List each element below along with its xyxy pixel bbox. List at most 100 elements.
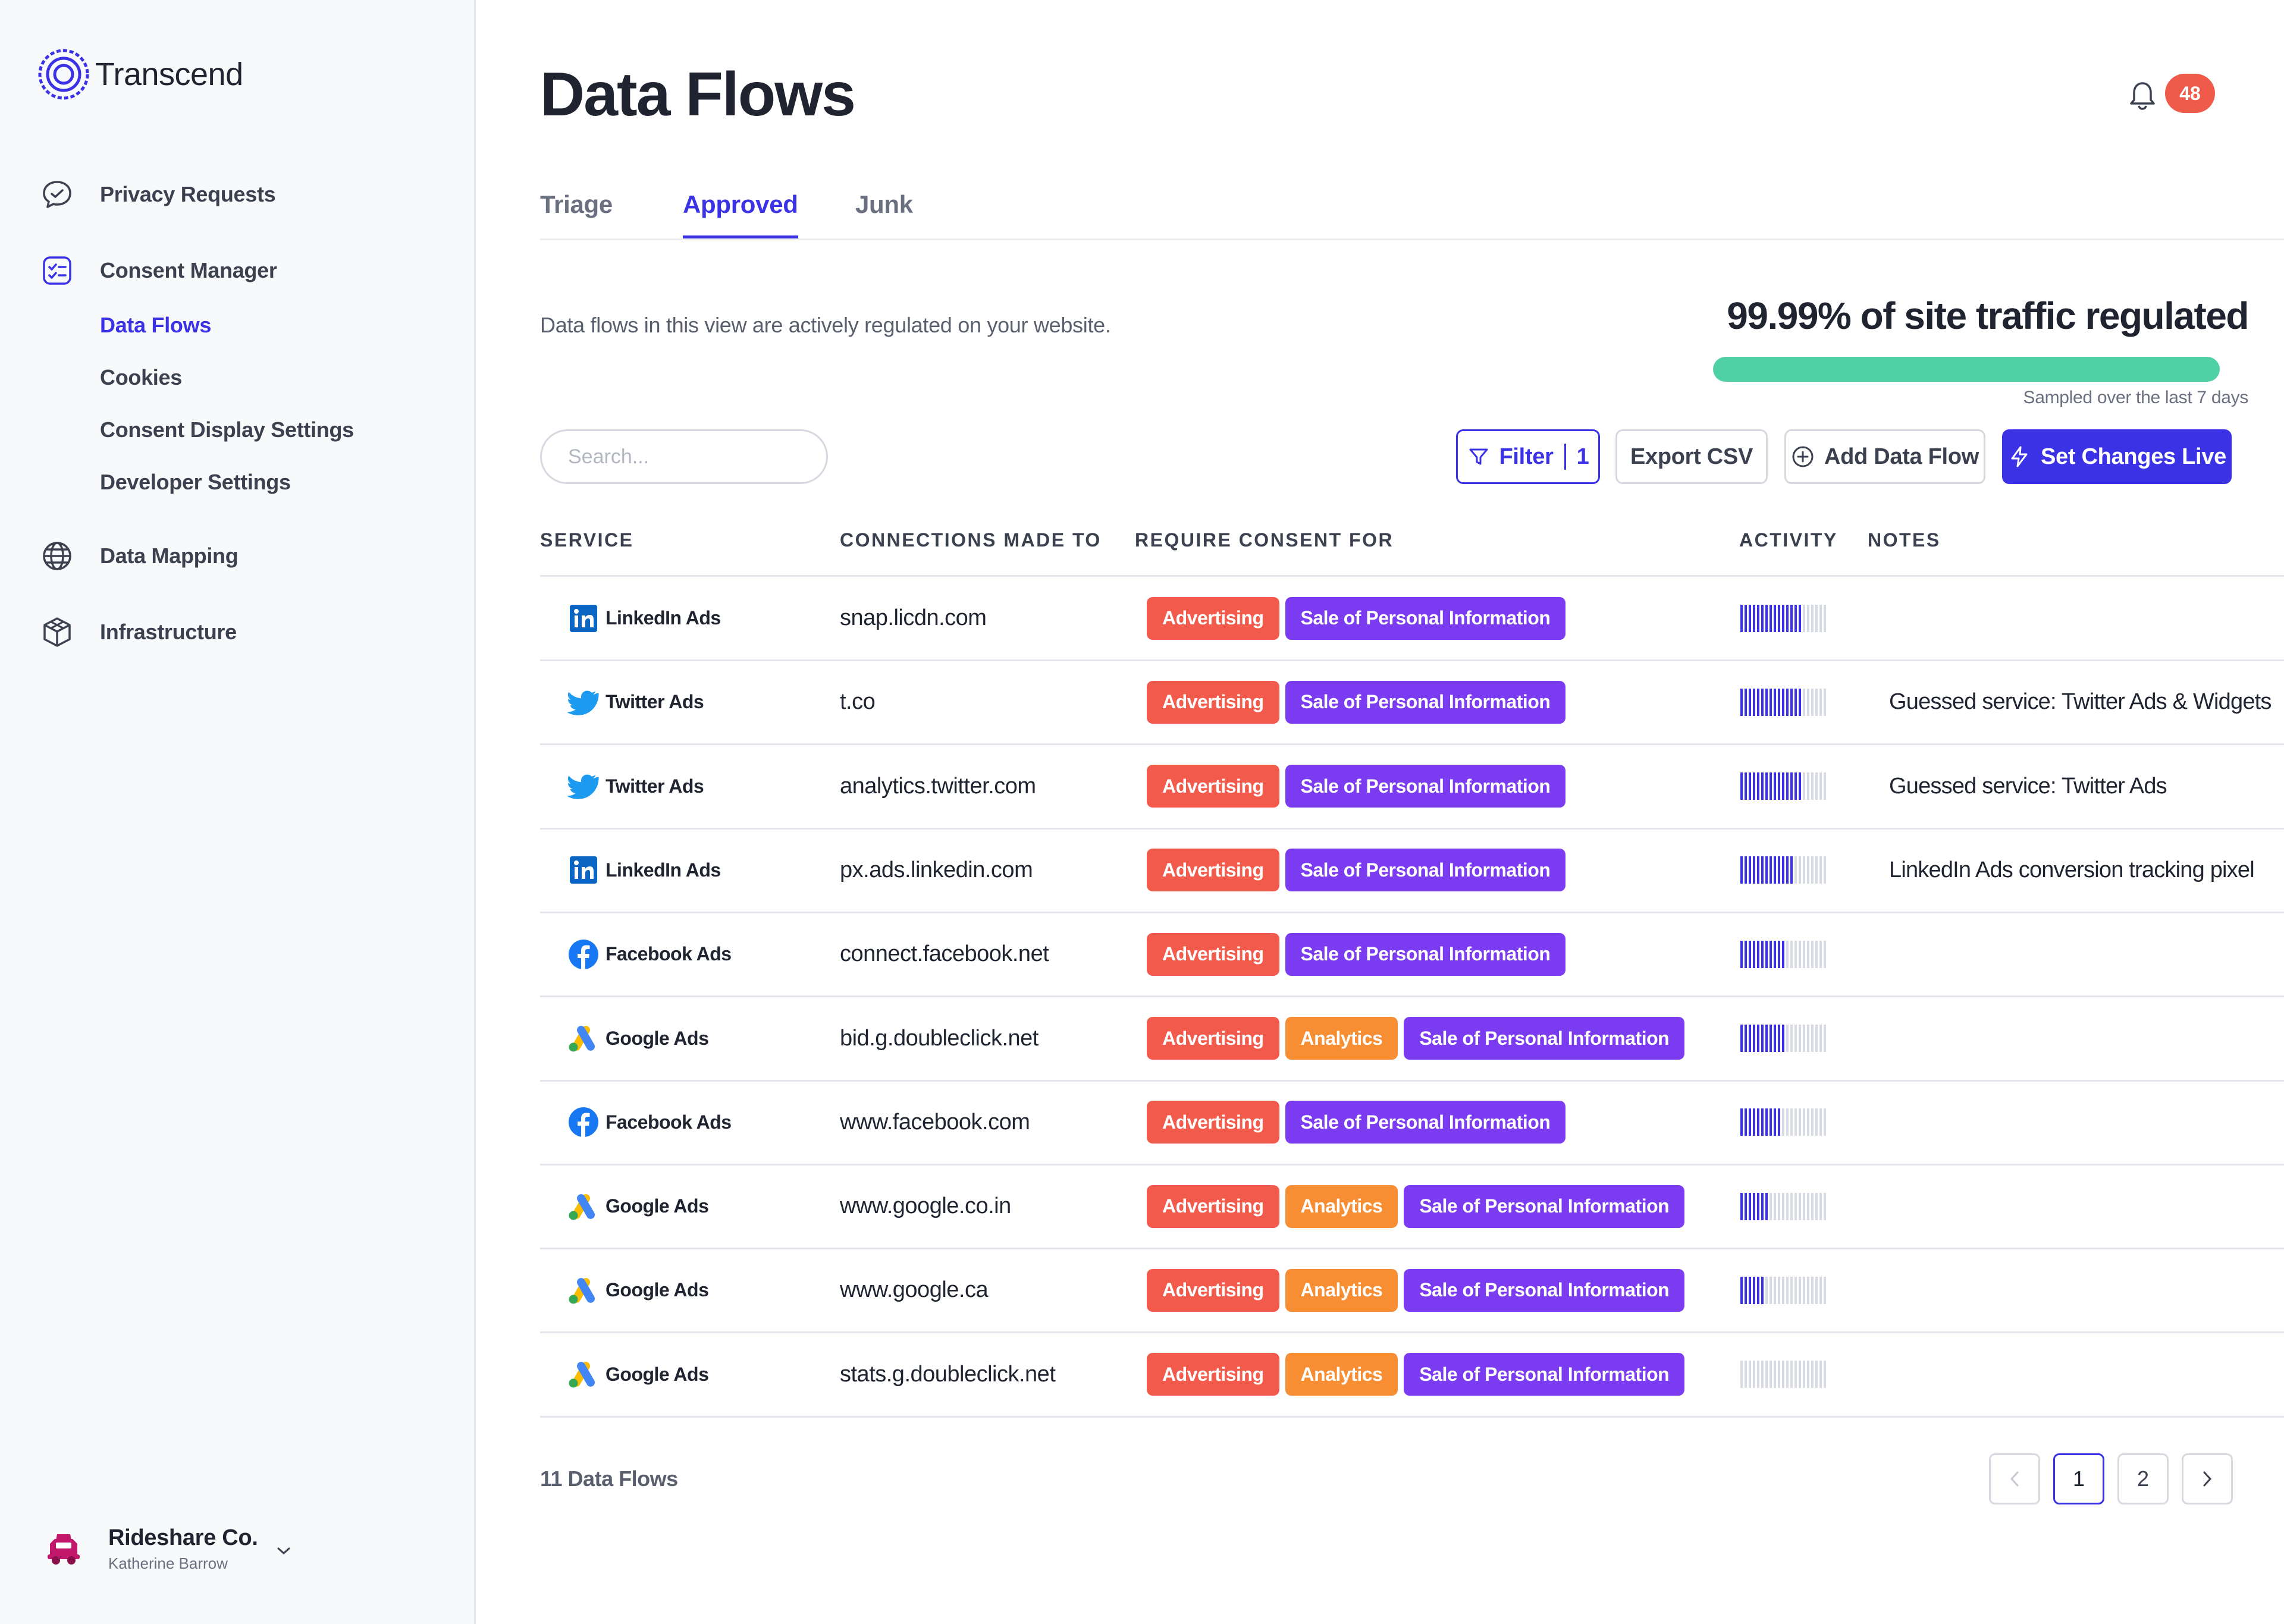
activity-bar-segment (1799, 1025, 1801, 1052)
filter-count: 1 (1576, 444, 1589, 469)
activity-bar-segment (1803, 856, 1805, 884)
consent-purposes-cell[interactable]: Advertising Sale of Personal Information (1147, 745, 1571, 828)
pagination-next-button[interactable] (2182, 1453, 2233, 1504)
consent-purposes-cell[interactable]: Advertising Sale of Personal Information (1147, 829, 1571, 912)
activity-bar-segment (1753, 1276, 1755, 1304)
activity-bar-segment (1786, 1108, 1789, 1136)
tab-junk[interactable]: Junk (855, 190, 913, 218)
table-row[interactable]: Google Ads bid.g.doubleclick.net Adverti… (540, 997, 2284, 1082)
notes-cell[interactable] (1889, 913, 2284, 995)
activity-bar-segment (1815, 772, 1818, 800)
activity-bar-segment (1803, 604, 1805, 632)
sidebar-item-infrastructure[interactable]: Infrastructure (39, 613, 237, 651)
sidebar-item-label: Privacy Requests (100, 182, 276, 206)
table-row[interactable]: LinkedIn Ads px.ads.linkedin.com Adverti… (540, 829, 2284, 913)
activity-bar-segment (1782, 772, 1784, 800)
add-data-flow-button[interactable]: Add Data Flow (1784, 429, 1985, 484)
service-cell: Google Ads (566, 1333, 739, 1416)
pagination-prev-button[interactable] (1989, 1453, 2040, 1504)
activity-bar-segment (1774, 1025, 1776, 1052)
connection-domain: snap.licdn.com (840, 605, 987, 630)
consent-purpose-tag: Advertising (1147, 932, 1279, 976)
notes-cell[interactable] (1889, 1249, 2284, 1331)
notes-cell[interactable] (1889, 997, 2284, 1080)
sidebar-subitem-cookies[interactable]: Cookies (100, 365, 182, 389)
service-cell: LinkedIn Ads (566, 577, 739, 659)
activity-meter (1740, 856, 1828, 884)
sidebar-item-label: Consent Manager (100, 258, 277, 282)
sidebar-subitem-consent-display-settings[interactable]: Consent Display Settings (100, 417, 354, 442)
notes-cell[interactable] (1889, 1165, 2284, 1248)
activity-bar-segment (1745, 1192, 1747, 1220)
activity-bar-segment (1761, 1025, 1764, 1052)
activity-bar-segment (1815, 856, 1818, 884)
consent-purposes-cell[interactable]: Advertising Sale of Personal Information (1147, 661, 1571, 743)
search-input[interactable] (540, 429, 828, 484)
set-changes-live-button[interactable]: Set Changes Live (2002, 429, 2232, 484)
traffic-progress-fill (1713, 357, 2220, 382)
export-csv-button[interactable]: Export CSV (1615, 429, 1768, 484)
tab-approved[interactable]: Approved (683, 190, 798, 238)
consent-purposes-cell[interactable]: Advertising Analytics Sale of Personal Inf… (1147, 997, 1690, 1080)
table-row[interactable]: Twitter Ads analytics.twitter.com Advert… (540, 745, 2284, 830)
column-header-notes[interactable]: NOTES (1868, 529, 1941, 551)
notification-badge[interactable]: 48 (2165, 74, 2215, 113)
activity-bar-segment (1753, 1025, 1755, 1052)
activity-bar-segment (1770, 1108, 1772, 1136)
notes-cell[interactable] (1889, 1081, 2284, 1164)
notes-cell[interactable]: LinkedIn Ads conversion tracking pixel (1889, 829, 2284, 912)
consent-purpose-tag: Advertising (1147, 596, 1279, 640)
bell-icon[interactable] (2125, 77, 2160, 113)
consent-purpose-tag: Advertising (1147, 849, 1279, 892)
service-cell: Facebook Ads (566, 1081, 739, 1164)
pagination-page-2[interactable]: 2 (2117, 1453, 2169, 1504)
column-header-consent[interactable]: REQUIRE CONSENT FOR (1135, 529, 1394, 551)
tab-triage[interactable]: Triage (540, 190, 613, 218)
pagination-page-1[interactable]: 1 (2053, 1453, 2104, 1504)
activity-bar-segment (1807, 1276, 1809, 1304)
activity-bar-segment (1790, 856, 1793, 884)
lightning-icon (2011, 446, 2028, 467)
google-ads-icon (566, 1357, 601, 1391)
activity-bar-segment (1786, 940, 1789, 968)
consent-purposes-cell[interactable]: Advertising Analytics Sale of Personal Inf… (1147, 1165, 1690, 1248)
table-row[interactable]: LinkedIn Ads snap.licdn.com Advertising S… (540, 577, 2284, 661)
table-row[interactable]: Twitter Ads t.co Advertising Sale of Pers… (540, 661, 2284, 746)
service-name: Google Ads (605, 1363, 709, 1385)
activity-bar-segment (1807, 856, 1809, 884)
table-row[interactable]: Google Ads www.google.co.in Advertising A… (540, 1165, 2284, 1250)
activity-bar-segment (1799, 604, 1801, 632)
column-header-service[interactable]: SERVICE (540, 529, 634, 551)
consent-purpose-tag: Sale of Personal Information (1285, 765, 1566, 808)
activity-bar-segment (1815, 1108, 1818, 1136)
sidebar-subitem-data-flows[interactable]: Data Flows (100, 313, 212, 337)
sidebar-item-consent-manager[interactable]: Consent Manager (39, 252, 277, 290)
table-row[interactable]: Facebook Ads connect.facebook.net Advert… (540, 913, 2284, 998)
org-switcher[interactable]: Rideshare Co. Katherine Barrow (37, 1522, 291, 1576)
column-header-activity[interactable]: ACTIVITY (1739, 529, 1838, 551)
consent-purposes-cell[interactable]: Advertising Sale of Personal Information (1147, 1081, 1571, 1164)
consent-purposes-cell[interactable]: Advertising Analytics Sale of Personal Inf… (1147, 1249, 1690, 1331)
table-row[interactable]: Google Ads stats.g.doubleclick.net Adver… (540, 1333, 2284, 1418)
sidebar-item-data-mapping[interactable]: Data Mapping (39, 537, 239, 575)
activity-bar-segment (1757, 1276, 1759, 1304)
activity-bar-segment (1799, 1276, 1801, 1304)
service-name: LinkedIn Ads (605, 607, 721, 629)
table-row[interactable]: Google Ads www.google.ca Advertising Anal… (540, 1249, 2284, 1334)
filter-button[interactable]: Filter 1 (1456, 429, 1600, 484)
activity-bar-segment (1770, 688, 1772, 716)
notes-cell[interactable]: Guessed service: Twitter Ads & Widgets (1889, 661, 2284, 743)
consent-purposes-cell[interactable]: Advertising Analytics Sale of Personal Inf… (1147, 1333, 1690, 1416)
notes-cell[interactable]: Guessed service: Twitter Ads (1889, 745, 2284, 828)
consent-purposes-cell[interactable]: Advertising Sale of Personal Information (1147, 577, 1571, 659)
notes-cell[interactable] (1889, 1333, 2284, 1416)
table-row[interactable]: Facebook Ads www.facebook.com Advertisin… (540, 1081, 2284, 1166)
sidebar-subitem-developer-settings[interactable]: Developer Settings (100, 470, 291, 494)
notes-cell[interactable] (1889, 577, 2284, 659)
consent-purposes-cell[interactable]: Advertising Sale of Personal Information (1147, 913, 1571, 995)
column-header-connections[interactable]: CONNECTIONS MADE TO (840, 529, 1102, 551)
activity-bar-segment (1824, 688, 1826, 716)
sidebar-item-privacy-requests[interactable]: Privacy Requests (39, 175, 276, 213)
app-logo[interactable]: Transcend (37, 48, 243, 101)
activity-bar-segment (1761, 604, 1764, 632)
